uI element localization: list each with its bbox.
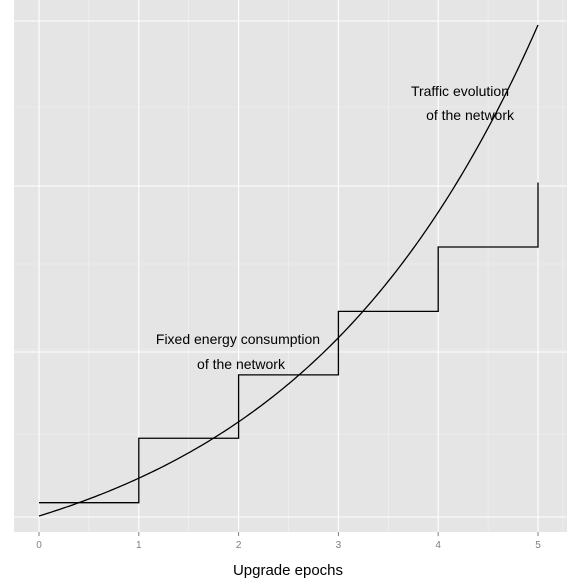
plot-panel <box>14 0 567 532</box>
annotations: Traffic evolution of the network Fixed ene… <box>156 83 515 372</box>
x-tick-label: 3 <box>336 540 342 551</box>
x-tick-label: 1 <box>136 540 142 551</box>
x-tick-label: 4 <box>435 540 441 551</box>
x-axis-ticks: 0 1 2 3 4 5 <box>36 532 541 551</box>
annotation-line: of the network <box>197 356 286 372</box>
grid-minor <box>14 0 567 532</box>
energy-consumption-step-line <box>39 182 539 504</box>
grid-major <box>14 0 567 532</box>
annotation-line: of the network <box>426 107 515 123</box>
annotation-line: Traffic evolution <box>411 83 509 99</box>
x-axis-title: Upgrade epochs <box>233 562 343 579</box>
traffic-evolution-curve <box>38 24 539 517</box>
x-tick-label: 5 <box>535 540 541 551</box>
chart-marks <box>38 24 539 517</box>
x-tick-label: 0 <box>36 540 42 551</box>
x-tick-label: 2 <box>236 540 242 551</box>
annotation-line: Fixed energy consumption <box>156 331 320 347</box>
